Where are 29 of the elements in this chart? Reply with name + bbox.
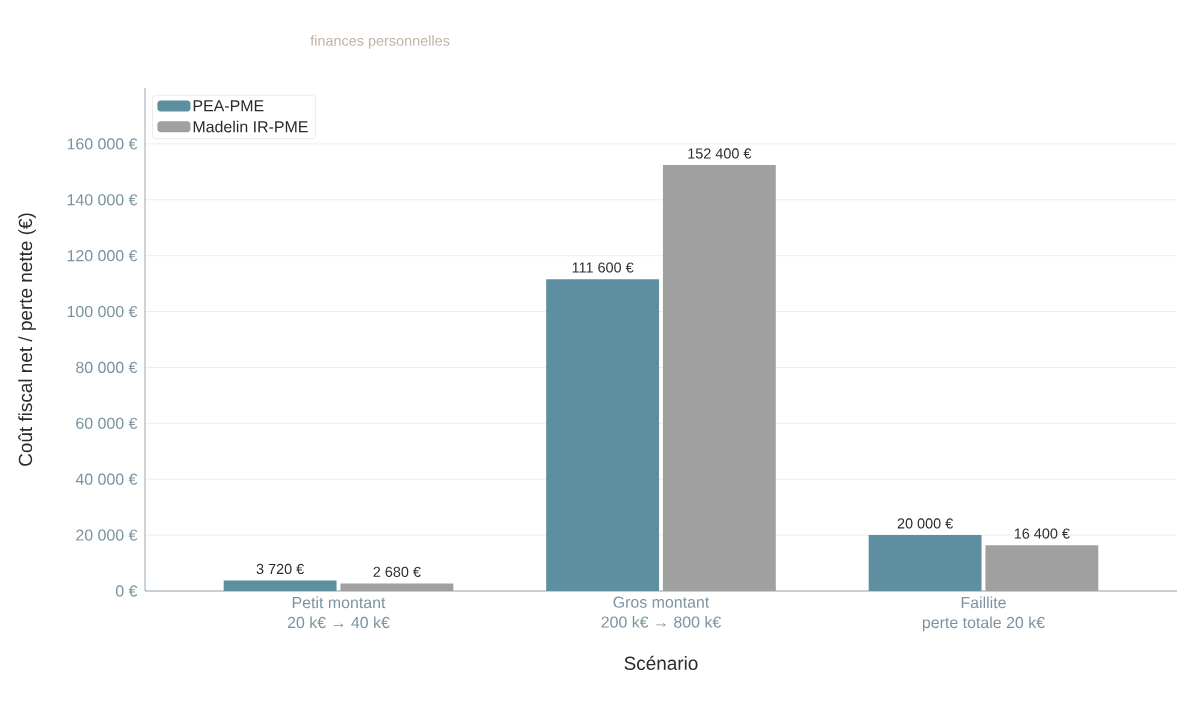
bar	[223, 580, 337, 591]
data-label: 16 400 €	[1014, 528, 1070, 539]
bar	[546, 279, 660, 591]
legend-label: PEA-PME	[193, 100, 264, 112]
y-tick-label: 20 000 €	[76, 529, 138, 541]
y-tick-label: 80 000 €	[76, 361, 138, 374]
y-tick-label: 100 000 €	[67, 305, 138, 318]
bar	[868, 535, 982, 591]
y-tick-label: 60 000 €	[76, 417, 138, 429]
y-tick-label: 120 000 €	[67, 250, 138, 262]
x-axis-title: Scénario	[624, 655, 698, 670]
legend-label: Madelin IR-PME	[193, 120, 308, 133]
bar	[985, 545, 1099, 591]
bar	[662, 165, 776, 591]
data-label: 111 600 €	[572, 262, 634, 273]
data-label: 2 680 €	[373, 566, 421, 577]
y-tick-label: 40 000 €	[75, 473, 138, 485]
x-tick-label: Petit montant 20 k€ → 40 k€	[287, 596, 390, 629]
bar	[340, 583, 454, 591]
data-label: 20 000 €	[897, 518, 953, 529]
data-label: 152 400 €	[688, 148, 752, 159]
y-tick-label: 160 000 €	[67, 138, 138, 150]
y-tick-label: 0 €	[115, 585, 138, 597]
data-label: 3 720 €	[256, 563, 304, 575]
x-tick-label: Gros montant 200 k€ → 800 k€	[601, 596, 721, 628]
y-axis-title: Coût fiscal net / perte nette (€)	[18, 213, 36, 466]
text: finances personnelles	[310, 35, 450, 49]
x-tick-label: Faillite perte totale 20 k€	[922, 596, 1045, 632]
y-tick-label: 140 000 €	[67, 194, 138, 206]
